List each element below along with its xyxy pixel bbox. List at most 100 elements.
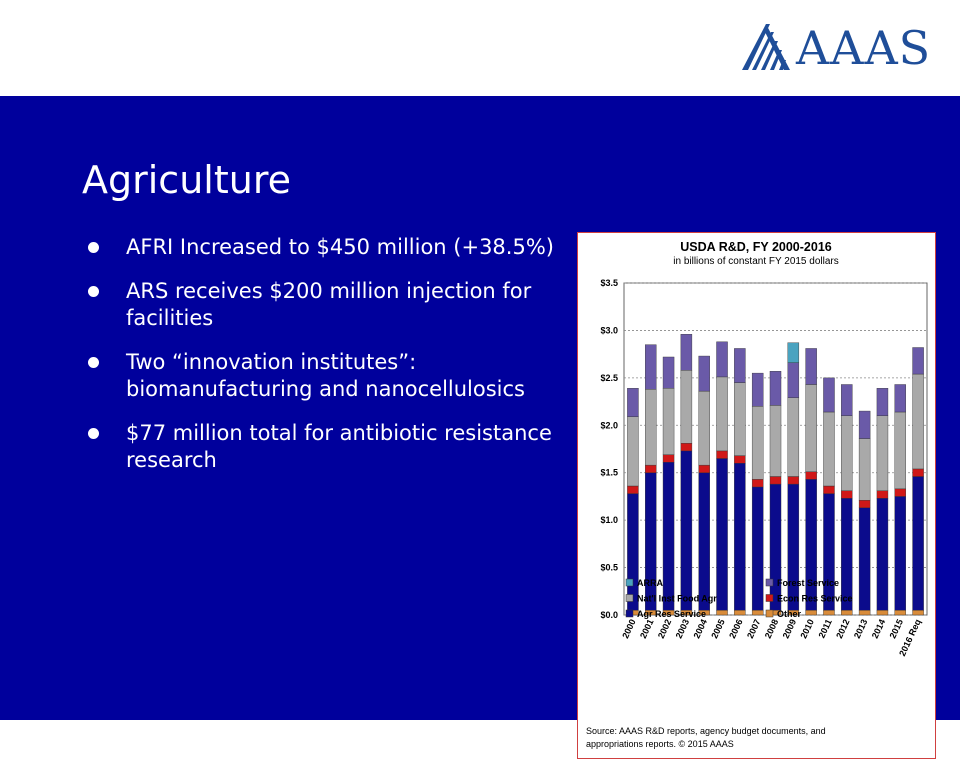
bar-segment — [751, 479, 764, 488]
bullet-item: $77 million total for antibiotic resista… — [88, 420, 568, 474]
bar-segment — [627, 416, 639, 487]
bar-segment — [805, 384, 817, 472]
x-tick-label: 2012 — [834, 618, 852, 640]
legend-label: Other — [777, 609, 802, 619]
bar-segment — [876, 388, 889, 416]
x-tick-label: 2006 — [727, 618, 745, 640]
bar-segment — [841, 415, 853, 491]
bar-segment — [716, 341, 728, 378]
x-tick-label: 2003 — [674, 618, 692, 640]
bar-segment — [680, 443, 693, 452]
bar-segment — [698, 472, 710, 611]
bar-segment — [876, 498, 889, 611]
bar-segment — [787, 476, 800, 485]
y-tick-label: $0.5 — [600, 563, 618, 573]
slide-body: Agriculture AFRI Increased to $450 milli… — [0, 96, 960, 759]
bar-segment — [662, 454, 675, 463]
bar-segment — [645, 389, 657, 466]
bar-segment — [894, 488, 906, 497]
bar-segment — [841, 384, 853, 417]
header: AAAS — [0, 0, 960, 96]
bar-segment — [787, 397, 800, 477]
bar-segment — [841, 610, 853, 616]
bullet-list: AFRI Increased to $450 million (+38.5%) … — [88, 234, 568, 491]
bar-segment — [698, 355, 710, 392]
bar-segment — [787, 342, 800, 363]
bar-segment — [662, 356, 675, 389]
bar-segment — [734, 348, 746, 383]
legend-swatch — [625, 594, 634, 602]
bar-segment — [698, 464, 710, 473]
legend-swatch — [765, 609, 774, 618]
bar-segment — [894, 496, 906, 611]
legend-label: Agr Res Service — [637, 609, 706, 619]
bar-segment — [841, 490, 853, 499]
bullet-text: $77 million total for antibiotic resista… — [126, 421, 552, 472]
bar-segment — [805, 479, 817, 611]
legend-label: ARRA — [637, 578, 663, 588]
bar-segment — [912, 347, 924, 375]
x-tick-label: 2001 — [638, 618, 656, 640]
bar-segment — [787, 483, 800, 611]
bar-segment — [876, 415, 889, 491]
bullet-item: Two “innovation institutes”: biomanufact… — [88, 349, 568, 403]
bar-segment — [823, 411, 835, 487]
chart-source-line-2: appropriations reports. © 2015 AAAS — [586, 739, 734, 749]
x-tick-label: 2011 — [816, 618, 833, 640]
bar-segment — [823, 485, 835, 494]
bar-segment — [734, 455, 746, 464]
chart-title: USDA R&D, FY 2000-2016 — [680, 240, 832, 254]
bar-segment — [627, 388, 639, 417]
bullet-text: AFRI Increased to $450 million (+38.5%) — [126, 235, 554, 259]
bar-segment — [680, 370, 693, 444]
bar-segment — [858, 410, 871, 439]
bar-segment — [894, 411, 906, 490]
x-tick-label: 2004 — [691, 618, 709, 640]
chart-source-line-1: Source: AAAS R&D reports, agency budget … — [586, 726, 826, 736]
y-tick-label: $1.5 — [600, 468, 618, 478]
bar-segment — [912, 476, 924, 611]
legend-swatch — [625, 578, 634, 587]
bar-segment — [751, 610, 764, 616]
bar-segment — [912, 610, 924, 616]
bar-segment — [769, 476, 782, 485]
chart-subtitle: in billions of constant FY 2015 dollars — [673, 256, 838, 267]
chart-panel: USDA R&D, FY 2000-2016 in billions of co… — [577, 232, 936, 759]
bar-segment — [734, 382, 746, 456]
x-tick-label: 2007 — [745, 618, 763, 640]
bar-segment — [698, 390, 710, 466]
bullet-dot-icon — [88, 242, 99, 253]
bar-segment — [716, 376, 728, 452]
x-tick-label: 2009 — [781, 618, 799, 640]
bar-segment — [645, 472, 657, 611]
x-tick-label: 2010 — [798, 618, 816, 640]
bar-segment — [769, 483, 782, 611]
bullet-item: AFRI Increased to $450 million (+38.5%) — [88, 234, 568, 261]
bar-segment — [823, 610, 835, 616]
bullet-item: ARS receives $200 million injection for … — [88, 278, 568, 332]
x-tick-label: 2015 — [888, 618, 906, 640]
y-tick-label: $3.0 — [600, 325, 618, 335]
legend-label: Nat'l Inst Food Agr — [637, 594, 717, 604]
aaas-logo-mark-icon — [742, 24, 790, 70]
bar-segment — [751, 486, 764, 611]
bar-segment — [894, 384, 906, 413]
legend-label: Econ Res Service — [777, 594, 853, 604]
y-tick-label: $3.5 — [600, 278, 618, 288]
bar-segment — [716, 458, 728, 611]
x-tick-label: 2005 — [709, 618, 727, 640]
x-tick-label: 2000 — [620, 618, 638, 640]
bar-segment — [858, 507, 871, 611]
legend-swatch — [765, 578, 774, 587]
bar-segment — [858, 610, 871, 616]
y-tick-label: $2.0 — [600, 420, 618, 430]
bar-segment — [805, 348, 817, 385]
y-tick-label: $1.0 — [600, 515, 618, 525]
bar-segment — [716, 450, 728, 459]
bar-segment — [876, 610, 889, 616]
bar-segment — [716, 610, 728, 616]
bar-segment — [805, 610, 817, 616]
bar-segment — [805, 471, 817, 480]
bar-segment — [751, 372, 764, 407]
usda-rd-chart: USDA R&D, FY 2000-2016 in billions of co… — [586, 240, 928, 749]
